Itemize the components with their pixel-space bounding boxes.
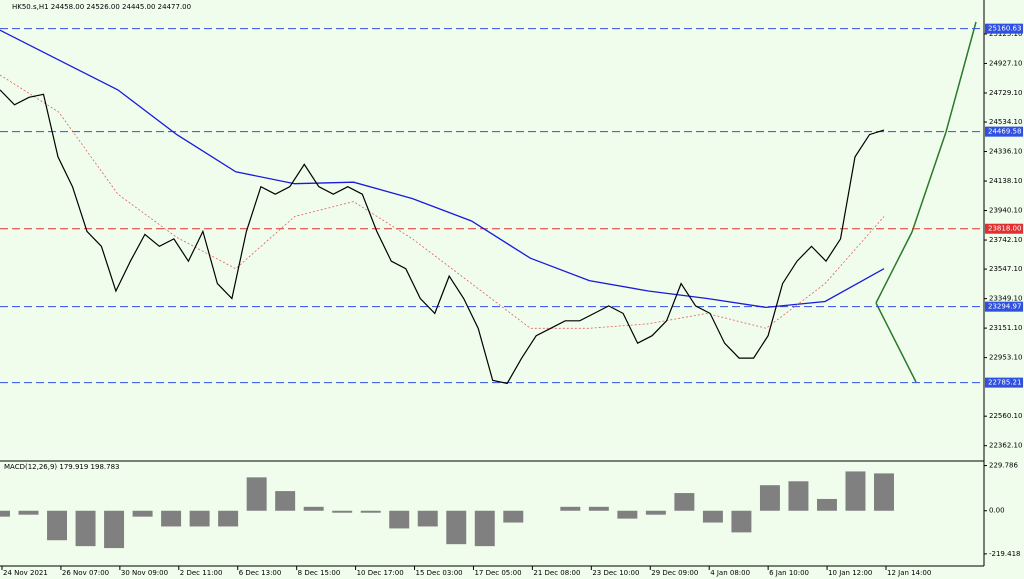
macd-bar bbox=[731, 510, 752, 533]
y-tick-label: 22362.10 bbox=[989, 442, 1022, 450]
level-label-box bbox=[985, 23, 1023, 34]
macd-bar bbox=[474, 510, 495, 547]
macd-bar bbox=[303, 506, 324, 511]
x-tick-label: 6 Jan 10:00 bbox=[769, 569, 809, 577]
y-tick-label: 23349.10 bbox=[989, 295, 1022, 303]
x-tick-label: 10 Dec 17:00 bbox=[357, 569, 404, 577]
macd-bar bbox=[702, 510, 723, 523]
y-tick-label: 22560.10 bbox=[989, 412, 1022, 420]
y-tick-label: 22953.10 bbox=[989, 354, 1022, 362]
y-tick-label: 23151.10 bbox=[989, 324, 1022, 332]
macd-bar bbox=[645, 510, 666, 515]
macd-bar bbox=[588, 506, 609, 511]
x-tick-label: 24 Nov 2021 bbox=[3, 569, 48, 577]
level-label-box bbox=[985, 223, 1023, 234]
y-tick-label: 24729.10 bbox=[989, 89, 1022, 97]
macd-bar bbox=[759, 485, 780, 511]
macd-bar bbox=[446, 510, 467, 545]
macd-bar bbox=[845, 471, 866, 511]
x-tick-label: 8 Dec 15:00 bbox=[298, 569, 341, 577]
y-tick-label: 24927.10 bbox=[989, 59, 1022, 67]
macd-bar bbox=[246, 477, 267, 511]
x-tick-label: 30 Nov 09:00 bbox=[121, 569, 168, 577]
chart-header: HK50.s,H1 24458.00 24526.00 24445.00 244… bbox=[12, 3, 191, 11]
macd-bar bbox=[389, 510, 410, 529]
macd-bar bbox=[417, 510, 438, 527]
y-tick-label: 25125.10 bbox=[989, 30, 1022, 38]
level-label: 23294.97 bbox=[988, 303, 1021, 311]
macd-bar bbox=[189, 510, 210, 527]
x-tick-label: 26 Nov 07:00 bbox=[62, 569, 109, 577]
x-tick-label: 15 Dec 03:00 bbox=[416, 569, 463, 577]
macd-bar bbox=[560, 506, 581, 511]
macd-bar bbox=[132, 510, 153, 517]
macd-bar bbox=[674, 493, 695, 511]
moving-average bbox=[0, 29, 885, 309]
macd-bar bbox=[332, 510, 353, 513]
x-tick-label: 23 Dec 10:00 bbox=[592, 569, 639, 577]
level-label: 25160.63 bbox=[988, 25, 1021, 33]
moving-average bbox=[0, 74, 885, 329]
macd-bar bbox=[75, 510, 96, 547]
price-line bbox=[0, 89, 885, 385]
y-tick-label: 23547.10 bbox=[989, 265, 1022, 273]
level-label: 22785.21 bbox=[988, 379, 1021, 387]
x-tick-label: 4 Jan 08:00 bbox=[710, 569, 750, 577]
macd-bar bbox=[788, 481, 809, 511]
x-tick-label: 21 Dec 08:00 bbox=[533, 569, 580, 577]
level-label-box bbox=[985, 301, 1023, 312]
macd-bar bbox=[18, 510, 39, 515]
x-tick-label: 2 Dec 11:00 bbox=[180, 569, 223, 577]
macd-bar bbox=[275, 491, 296, 511]
y-tick-label: -219.418 bbox=[989, 550, 1020, 558]
level-label: 23818.00 bbox=[988, 225, 1021, 233]
macd-bar bbox=[360, 510, 381, 513]
macd-header: MACD(12,26,9) 179.919 198.783 bbox=[4, 463, 120, 471]
y-tick-label: 24336.10 bbox=[989, 148, 1022, 156]
level-label-box bbox=[985, 126, 1023, 137]
x-tick-label: 29 Dec 09:00 bbox=[651, 569, 698, 577]
y-tick-label: 24534.10 bbox=[989, 118, 1022, 126]
macd-bar bbox=[874, 473, 894, 511]
x-tick-label: 12 Jan 14:00 bbox=[887, 569, 931, 577]
macd-bar bbox=[0, 510, 10, 517]
y-tick-label: 23940.10 bbox=[989, 207, 1022, 215]
y-tick-label: 229.786 bbox=[989, 462, 1018, 470]
macd-bar bbox=[47, 510, 68, 541]
macd-bar bbox=[816, 498, 837, 511]
macd-bar bbox=[161, 510, 182, 527]
x-tick-label: 6 Dec 13:00 bbox=[239, 569, 282, 577]
y-tick-label: 23742.10 bbox=[989, 236, 1022, 244]
level-label: 24469.58 bbox=[988, 128, 1021, 136]
macd-bar bbox=[617, 510, 638, 519]
x-tick-label: 10 Jan 12:00 bbox=[828, 569, 872, 577]
macd-bar bbox=[218, 510, 239, 527]
x-tick-label: 17 Dec 05:00 bbox=[474, 569, 521, 577]
y-tick-label: 24138.10 bbox=[989, 177, 1022, 185]
level-label-box bbox=[985, 377, 1023, 388]
macd-bar bbox=[104, 510, 125, 549]
macd-bar bbox=[503, 510, 524, 523]
y-tick-label: 0.00 bbox=[989, 507, 1005, 515]
projection-arrows bbox=[875, 21, 977, 383]
